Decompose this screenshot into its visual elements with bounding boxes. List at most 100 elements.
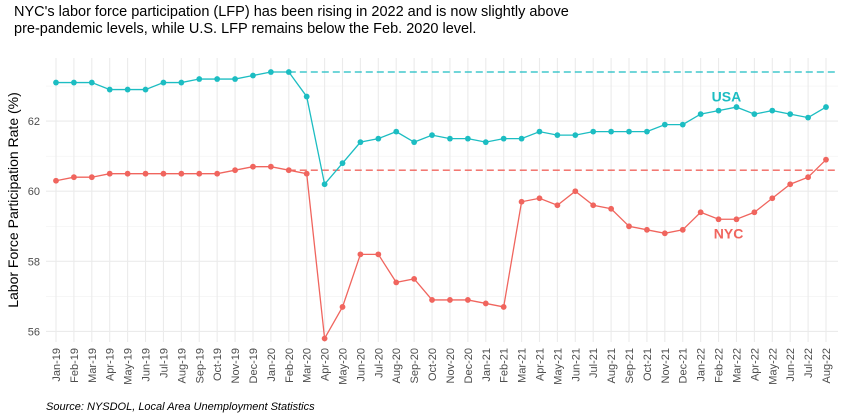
data-point-usa xyxy=(769,107,776,114)
x-tick-label: Jul-20 xyxy=(373,348,385,378)
data-point-usa xyxy=(518,135,525,142)
data-point-usa xyxy=(590,128,597,135)
data-point-usa xyxy=(679,121,686,128)
data-point-usa xyxy=(447,135,453,142)
y-axis-title: Labor Force Participation Rate (%) xyxy=(5,92,21,308)
data-point-nyc xyxy=(160,170,167,177)
data-point-usa xyxy=(823,104,829,110)
x-tick-label: May-20 xyxy=(338,348,350,385)
data-point-usa xyxy=(536,128,543,135)
data-point-nyc xyxy=(751,209,758,216)
x-tick-label: Sep-19 xyxy=(194,348,206,383)
data-point-nyc xyxy=(715,216,722,223)
x-tick-label: May-22 xyxy=(767,348,779,385)
chart-title: NYC's labor force participation (LFP) ha… xyxy=(14,4,569,37)
x-tick-label: Oct-20 xyxy=(427,348,439,381)
x-tick-label: Nov-20 xyxy=(445,348,457,383)
x-tick-label: Nov-21 xyxy=(660,348,672,383)
data-point-nyc xyxy=(823,156,829,163)
x-tick-label: Jan-22 xyxy=(696,348,708,382)
data-point-nyc xyxy=(106,170,113,177)
data-point-usa xyxy=(805,114,811,121)
x-tick-label: Feb-22 xyxy=(714,348,726,383)
x-tick-label: Jul-22 xyxy=(803,348,815,378)
data-point-nyc xyxy=(393,279,400,286)
data-point-usa xyxy=(500,135,507,142)
y-tick-label: 56 xyxy=(28,326,40,338)
data-point-usa xyxy=(661,121,668,128)
data-point-nyc xyxy=(250,163,256,170)
x-tick-label: Jul-21 xyxy=(588,348,600,378)
data-point-usa xyxy=(250,72,256,79)
chart-caption: Source: NYSDOL, Local Area Unemployment … xyxy=(46,401,315,413)
data-point-usa xyxy=(339,160,346,167)
data-point-nyc xyxy=(303,170,310,177)
data-point-usa xyxy=(267,69,274,75)
data-point-nyc xyxy=(339,304,346,310)
x-tick-label: Apr-22 xyxy=(749,348,761,381)
x-tick-label: Apr-20 xyxy=(320,348,332,381)
x-tick-label: Jan-19 xyxy=(51,348,63,382)
x-tick-label: Aug-20 xyxy=(391,348,403,383)
data-point-nyc xyxy=(590,202,597,209)
data-point-nyc xyxy=(661,230,668,237)
data-point-nyc xyxy=(71,174,77,181)
x-tick-label: May-21 xyxy=(552,348,564,385)
x-tick-label: Jun-20 xyxy=(355,348,367,382)
series-line-usa xyxy=(56,71,827,186)
data-point-nyc xyxy=(124,170,131,177)
data-point-nyc xyxy=(357,251,364,258)
data-point-nyc xyxy=(626,223,632,230)
y-tick-label: 62 xyxy=(28,116,40,128)
data-point-usa xyxy=(71,79,77,86)
x-tick-label: Feb-21 xyxy=(499,348,511,383)
x-tick-label: Feb-19 xyxy=(69,348,81,383)
x-tick-label: Aug-22 xyxy=(821,348,833,383)
x-tick-label: Jun-22 xyxy=(785,348,797,382)
data-point-nyc xyxy=(500,304,507,310)
x-tick-label: Oct-19 xyxy=(212,348,224,381)
data-point-usa xyxy=(787,111,794,117)
data-point-nyc xyxy=(679,226,686,233)
data-point-nyc xyxy=(411,275,418,282)
x-tick-label: Mar-22 xyxy=(731,348,743,383)
data-point-nyc xyxy=(375,251,382,258)
data-point-usa xyxy=(142,86,149,93)
x-tick-label: Apr-19 xyxy=(105,348,117,381)
x-tick-label: Dec-21 xyxy=(678,348,690,383)
data-point-nyc xyxy=(787,181,794,188)
data-point-usa xyxy=(124,86,131,93)
x-tick-label: Mar-20 xyxy=(302,348,314,383)
x-tick-label: Sep-21 xyxy=(624,348,636,383)
x-tick-label: Feb-20 xyxy=(284,348,296,383)
x-tick-label: Nov-19 xyxy=(230,348,242,383)
x-tick-label: Dec-19 xyxy=(248,348,260,383)
data-point-usa xyxy=(715,107,722,114)
data-point-usa xyxy=(429,132,435,139)
data-point-nyc xyxy=(733,216,740,223)
y-tick-label: 60 xyxy=(28,186,40,198)
data-point-nyc xyxy=(572,188,579,195)
data-point-nyc xyxy=(429,297,435,303)
x-tick-label: Jan-21 xyxy=(481,348,493,382)
data-point-nyc xyxy=(267,163,274,170)
x-tick-label: Mar-19 xyxy=(87,348,99,383)
data-point-usa xyxy=(106,86,113,93)
data-point-nyc xyxy=(232,167,238,174)
data-point-usa xyxy=(285,69,292,75)
x-tick-label: Jun-19 xyxy=(141,348,153,382)
data-point-usa xyxy=(160,79,167,86)
data-point-usa xyxy=(733,104,740,110)
x-tick-label: Dec-20 xyxy=(463,348,475,383)
data-point-nyc xyxy=(178,170,185,177)
data-point-usa xyxy=(357,139,364,146)
data-point-usa xyxy=(554,132,561,139)
data-point-usa xyxy=(53,79,59,86)
data-point-usa xyxy=(626,128,632,135)
data-point-nyc xyxy=(644,226,650,233)
data-point-nyc xyxy=(285,167,292,174)
data-point-usa xyxy=(375,135,382,142)
x-tick-label: Jan-20 xyxy=(266,348,278,382)
